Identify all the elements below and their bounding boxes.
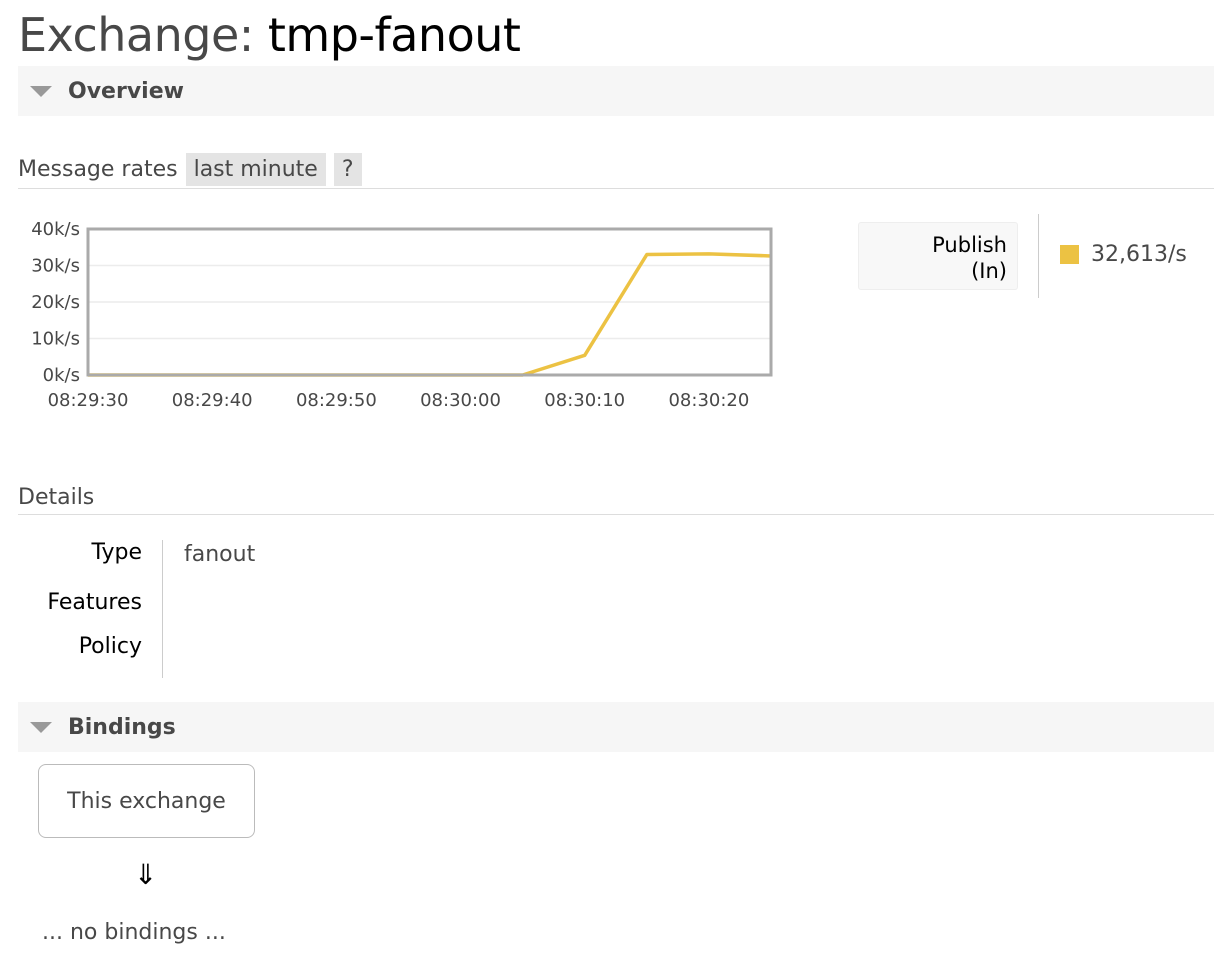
- policy-key: Policy: [78, 634, 142, 659]
- details-label: Details: [18, 484, 95, 510]
- features-key: Features: [47, 590, 142, 615]
- y-tick-label: 40k/s: [31, 219, 80, 240]
- series-color-swatch: [1060, 245, 1079, 264]
- x-tick-label: 08:30:00: [420, 390, 501, 410]
- overview-section-toggle[interactable]: Overview: [18, 66, 1214, 116]
- series-line: [88, 252, 772, 377]
- exchange-name: tmp-fanout: [267, 8, 521, 62]
- collapse-triangle-icon: [30, 721, 52, 733]
- bindings-heading: Bindings: [68, 714, 176, 740]
- range-selector[interactable]: last minute: [185, 152, 326, 186]
- message-rates-label: Message rates: [18, 156, 178, 182]
- legend-series-label[interactable]: Publish (In): [858, 222, 1018, 290]
- legend-value: 32,613/s: [1060, 242, 1187, 267]
- details-divider: [162, 540, 163, 678]
- bindings-section-toggle[interactable]: Bindings: [18, 702, 1214, 752]
- legend-divider: [1038, 214, 1039, 298]
- x-tick-label: 08:30:10: [544, 390, 625, 410]
- legend-label-line1: Publish: [932, 233, 1007, 257]
- collapse-triangle-icon: [30, 85, 52, 97]
- title-prefix: Exchange:: [18, 8, 254, 62]
- y-tick-label: 20k/s: [31, 292, 80, 313]
- details-header: Details: [18, 480, 1214, 515]
- page-title: Exchange: tmp-fanout: [18, 8, 521, 62]
- this-exchange-box: This exchange: [38, 764, 255, 838]
- x-tick-label: 08:29:40: [172, 390, 253, 410]
- no-bindings-text: ... no bindings ...: [42, 920, 226, 945]
- x-tick-label: 08:29:30: [48, 390, 129, 410]
- down-arrow-icon: ⇓: [134, 858, 158, 891]
- y-tick-label: 0k/s: [43, 365, 80, 386]
- message-rates-header: Message rates last minute ?: [18, 150, 1214, 189]
- this-exchange-label: This exchange: [67, 788, 226, 814]
- message-rates-chart: 0k/s 10k/s 20k/s 30k/s 40k/s 08:29:30 08:29:40…: [31, 219, 773, 410]
- x-tick-label: 08:29:50: [296, 390, 377, 410]
- x-tick-label: 08:30:20: [668, 390, 749, 410]
- type-key: Type: [91, 540, 142, 565]
- type-value: fanout: [184, 542, 256, 567]
- y-tick-label: 10k/s: [31, 329, 80, 350]
- y-tick-label: 30k/s: [31, 256, 80, 277]
- help-button[interactable]: ?: [333, 152, 362, 186]
- publish-rate-value: 32,613/s: [1091, 242, 1187, 267]
- plot-frame: [86, 227, 773, 377]
- overview-heading: Overview: [68, 78, 184, 104]
- legend-label-line2: (In): [971, 259, 1007, 283]
